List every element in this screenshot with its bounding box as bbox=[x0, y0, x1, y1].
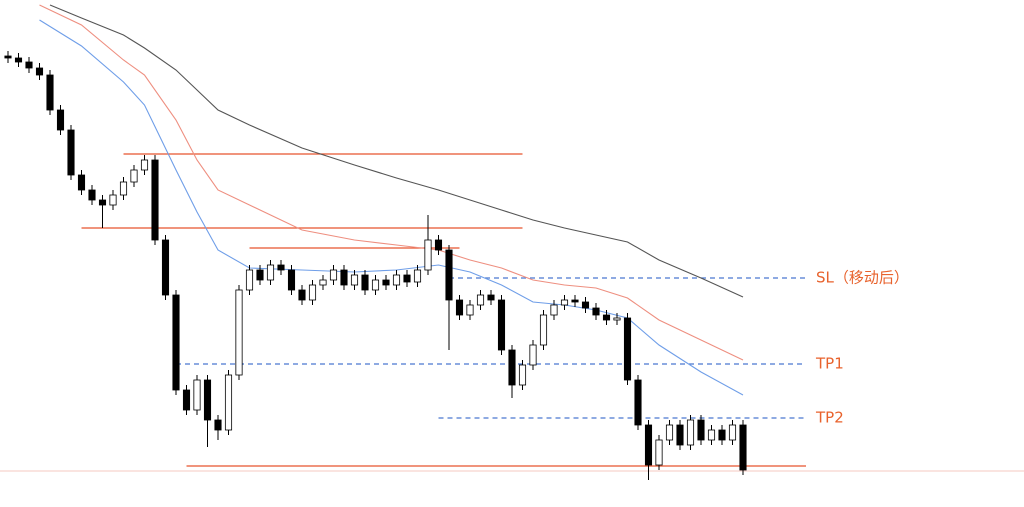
candle-body bbox=[182, 389, 191, 411]
candle-body bbox=[634, 379, 642, 426]
candle-body bbox=[361, 274, 369, 291]
candle-body bbox=[130, 169, 138, 183]
candle-body bbox=[340, 269, 348, 286]
candle-body bbox=[592, 307, 600, 316]
candle-body bbox=[392, 274, 401, 286]
candle-body bbox=[707, 429, 716, 441]
candle-body bbox=[14, 57, 23, 63]
candle-body bbox=[508, 349, 516, 386]
candle-body bbox=[686, 419, 695, 446]
candle-body bbox=[151, 159, 159, 241]
candle-body bbox=[4, 55, 12, 59]
candle-body bbox=[718, 429, 726, 441]
level-label: SL（移动后） bbox=[816, 269, 909, 287]
candle-body bbox=[371, 279, 380, 291]
candle-body bbox=[581, 301, 590, 309]
candle-body bbox=[67, 129, 75, 176]
candle-body bbox=[46, 74, 54, 111]
candle-body bbox=[466, 304, 474, 316]
candle-body bbox=[25, 61, 33, 69]
candle-body bbox=[665, 424, 674, 441]
candle-body bbox=[88, 189, 96, 201]
candle-body bbox=[697, 419, 705, 441]
candle-body bbox=[266, 264, 275, 281]
candle-body bbox=[560, 299, 569, 306]
candle-body bbox=[319, 279, 327, 286]
candle-body bbox=[35, 67, 44, 76]
level-label: TP1 bbox=[815, 355, 844, 373]
candle-body bbox=[476, 294, 485, 306]
candle-body bbox=[382, 279, 390, 286]
candle-body bbox=[539, 314, 548, 346]
candle-body bbox=[550, 304, 558, 316]
candle-body bbox=[308, 284, 317, 301]
candle-body bbox=[224, 374, 233, 431]
moving-average bbox=[39, 4, 744, 361]
candle-body bbox=[623, 317, 632, 381]
candle-body bbox=[161, 239, 170, 296]
candle-body bbox=[350, 274, 359, 286]
candle-body bbox=[655, 439, 663, 466]
candle-body bbox=[497, 299, 506, 351]
candle-body bbox=[235, 289, 243, 376]
candle-body bbox=[728, 424, 737, 441]
candle-body bbox=[245, 269, 254, 291]
candle-body bbox=[329, 269, 338, 281]
candle-body bbox=[739, 424, 747, 471]
candle-body bbox=[529, 344, 537, 366]
candle-body bbox=[424, 239, 432, 271]
candle-body bbox=[613, 317, 621, 321]
candle-body bbox=[487, 294, 495, 301]
candle-body bbox=[256, 269, 264, 281]
candle-body bbox=[119, 181, 128, 196]
candle-body bbox=[676, 424, 684, 446]
candle-body bbox=[193, 379, 201, 411]
moving-average bbox=[49, 4, 744, 298]
candle-body bbox=[277, 264, 285, 271]
candle-body bbox=[172, 294, 180, 391]
candle-body bbox=[644, 424, 653, 466]
candle-body bbox=[214, 419, 222, 431]
candle-body bbox=[518, 364, 527, 386]
candle-body bbox=[77, 174, 86, 191]
candle-body bbox=[445, 249, 453, 301]
candle-body bbox=[434, 239, 443, 251]
candle-body bbox=[602, 314, 611, 321]
candle-body bbox=[413, 269, 422, 283]
candle-body bbox=[98, 199, 107, 206]
candle-body bbox=[298, 289, 306, 301]
candle-body bbox=[56, 109, 65, 131]
candle-body bbox=[140, 159, 149, 171]
candle-body bbox=[203, 379, 212, 421]
candle-body bbox=[287, 269, 296, 291]
candle-body bbox=[455, 299, 464, 316]
candle-body bbox=[403, 274, 411, 283]
candle-body bbox=[109, 194, 117, 206]
candle-body bbox=[571, 299, 579, 303]
level-label: TP2 bbox=[815, 409, 844, 427]
